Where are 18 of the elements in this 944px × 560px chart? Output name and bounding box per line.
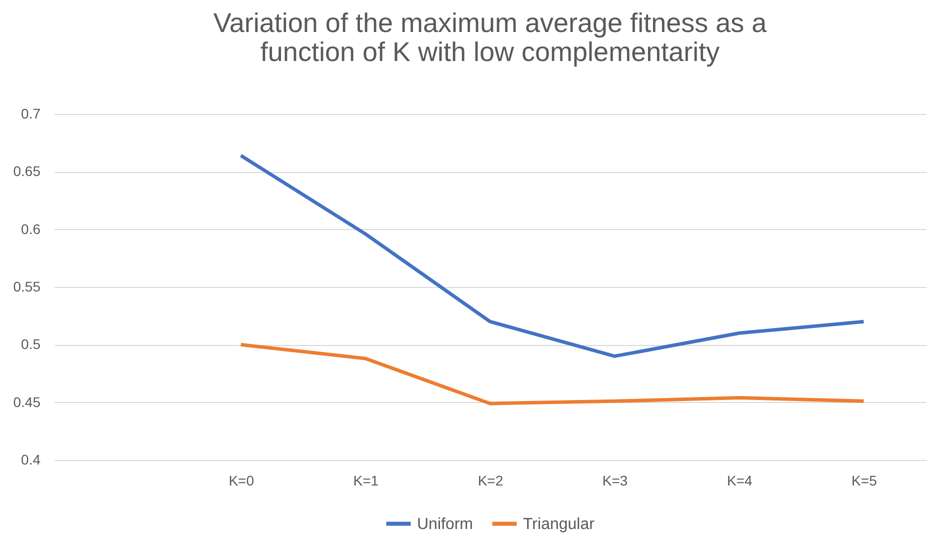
x-tick-label: K=4 <box>726 472 752 488</box>
x-tick-label: K=5 <box>852 472 878 488</box>
y-tick-label: 0.5 <box>21 336 41 352</box>
y-tick-label: 0.65 <box>13 163 41 180</box>
x-tick-label: K=0 <box>228 472 254 488</box>
y-tick-label: 0.55 <box>13 278 41 294</box>
line-series <box>239 154 866 358</box>
x-tick-label: K=3 <box>602 472 628 488</box>
x-tick-label: K=1 <box>353 472 379 488</box>
line-series <box>239 342 866 406</box>
legend-label: Triangular <box>523 516 596 533</box>
y-tick-label: 0.45 <box>13 394 41 410</box>
chart-title: Variation of the maximum average fitness as a function of K with low complementarity <box>213 8 768 67</box>
legend-label: Uniform <box>417 516 474 533</box>
y-tick-label: 0.4 <box>21 452 41 468</box>
x-tick-label: K=2 <box>478 472 504 488</box>
y-tick-label: 0.7 <box>21 106 41 122</box>
y-tick-label: 0.6 <box>21 220 41 237</box>
